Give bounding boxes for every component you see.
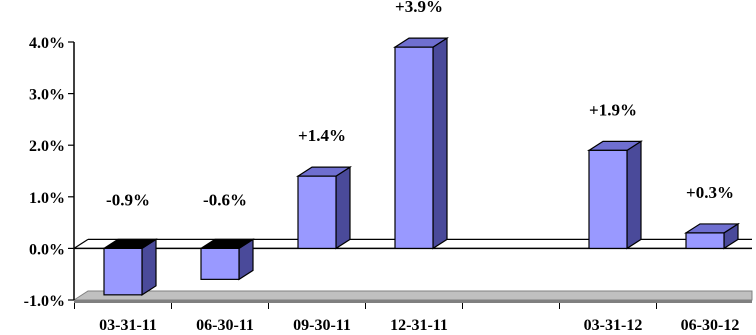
chart-floor-edge [74, 300, 752, 303]
zero-baseline-join [73, 238, 89, 249]
y-tick-label: -1.0% [24, 293, 65, 310]
data-label: +3.9% [395, 0, 443, 16]
bar [685, 232, 725, 249]
data-label: +0.3% [686, 183, 734, 202]
x-tick-label: 12-31-11 [390, 317, 448, 334]
x-tick-label: 03-31-11 [99, 317, 157, 334]
bar [297, 175, 337, 250]
x-tick-label: 03-31-12 [584, 317, 643, 334]
x-tick-label: 06-30-11 [196, 317, 254, 334]
chart-floor [72, 290, 753, 301]
bar-side [626, 140, 642, 250]
data-label: +1.4% [298, 126, 346, 145]
bar [200, 247, 240, 280]
x-tick-label: 09-30-11 [293, 317, 351, 334]
y-tick-label: 0.0% [29, 241, 65, 258]
bar-side [432, 37, 448, 250]
bar [103, 247, 143, 296]
data-label: -0.9% [106, 190, 150, 209]
y-tick-label: 2.0% [29, 138, 65, 155]
y-tick-label: 1.0% [29, 190, 65, 207]
bar-side [335, 166, 351, 250]
y-tick-label: 3.0% [29, 87, 65, 104]
data-label: -0.6% [203, 190, 247, 209]
data-label: +1.9% [589, 100, 637, 119]
x-tick-label: 06-30-12 [681, 317, 740, 334]
bar [588, 149, 628, 250]
bar [394, 46, 434, 250]
y-tick-label: 4.0% [29, 35, 65, 52]
